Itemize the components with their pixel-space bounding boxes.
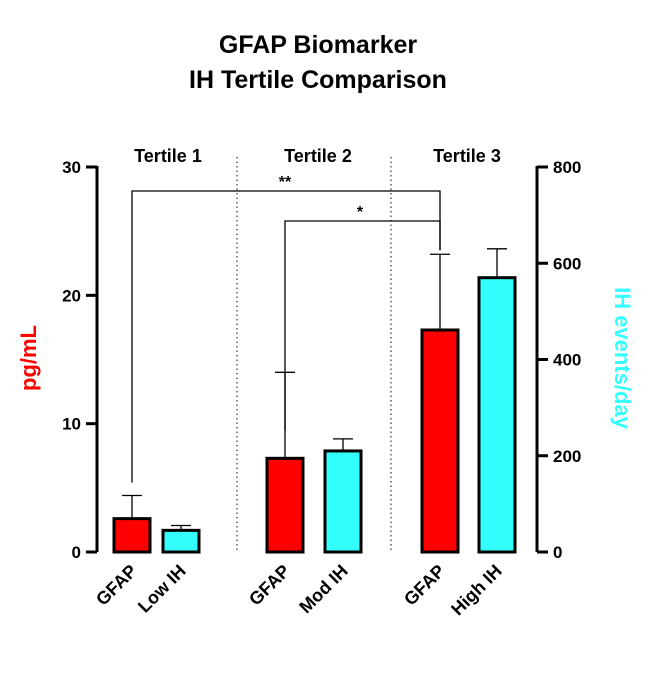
bar <box>265 456 305 554</box>
chart-title-line-1: GFAP Biomarker <box>219 31 418 59</box>
bar <box>323 449 363 554</box>
bar <box>112 517 152 554</box>
right-tick-label: 600 <box>553 254 581 273</box>
category-label: Low IH <box>134 561 190 617</box>
right-tick-label: 800 <box>553 158 581 177</box>
left-tick-label: 10 <box>62 415 81 434</box>
significance-label: * <box>357 204 364 221</box>
bar <box>420 328 460 554</box>
left-axis-title: pg/mL <box>16 325 41 391</box>
category-label: GFAP <box>245 561 294 610</box>
category-label: High IH <box>447 561 506 620</box>
group-label: Tertile 2 <box>284 146 352 166</box>
chart-title-line-2: IH Tertile Comparison <box>189 66 447 94</box>
group-label: Tertile 1 <box>134 146 202 166</box>
right-tick-label: 0 <box>553 543 562 562</box>
left-tick-label: 20 <box>62 286 81 305</box>
group-label: Tertile 3 <box>433 146 501 166</box>
right-axis-title: IH events/day <box>610 287 635 430</box>
plot-area: 0 10 20 30 0 200 400 600 800 Tertile 1 Tertile 2 Te… <box>16 146 635 619</box>
bar <box>477 276 517 554</box>
right-tick-label: 400 <box>553 351 581 370</box>
left-tick-label: 30 <box>62 158 81 177</box>
right-tick-label: 200 <box>553 447 581 466</box>
significance-bracket <box>131 190 441 483</box>
significance-label: ** <box>279 174 292 191</box>
bar <box>161 528 201 554</box>
category-label: Mod IH <box>295 561 352 618</box>
category-label: GFAP <box>400 561 449 610</box>
left-tick-label: 0 <box>72 543 81 562</box>
significance-bracket <box>284 220 441 431</box>
